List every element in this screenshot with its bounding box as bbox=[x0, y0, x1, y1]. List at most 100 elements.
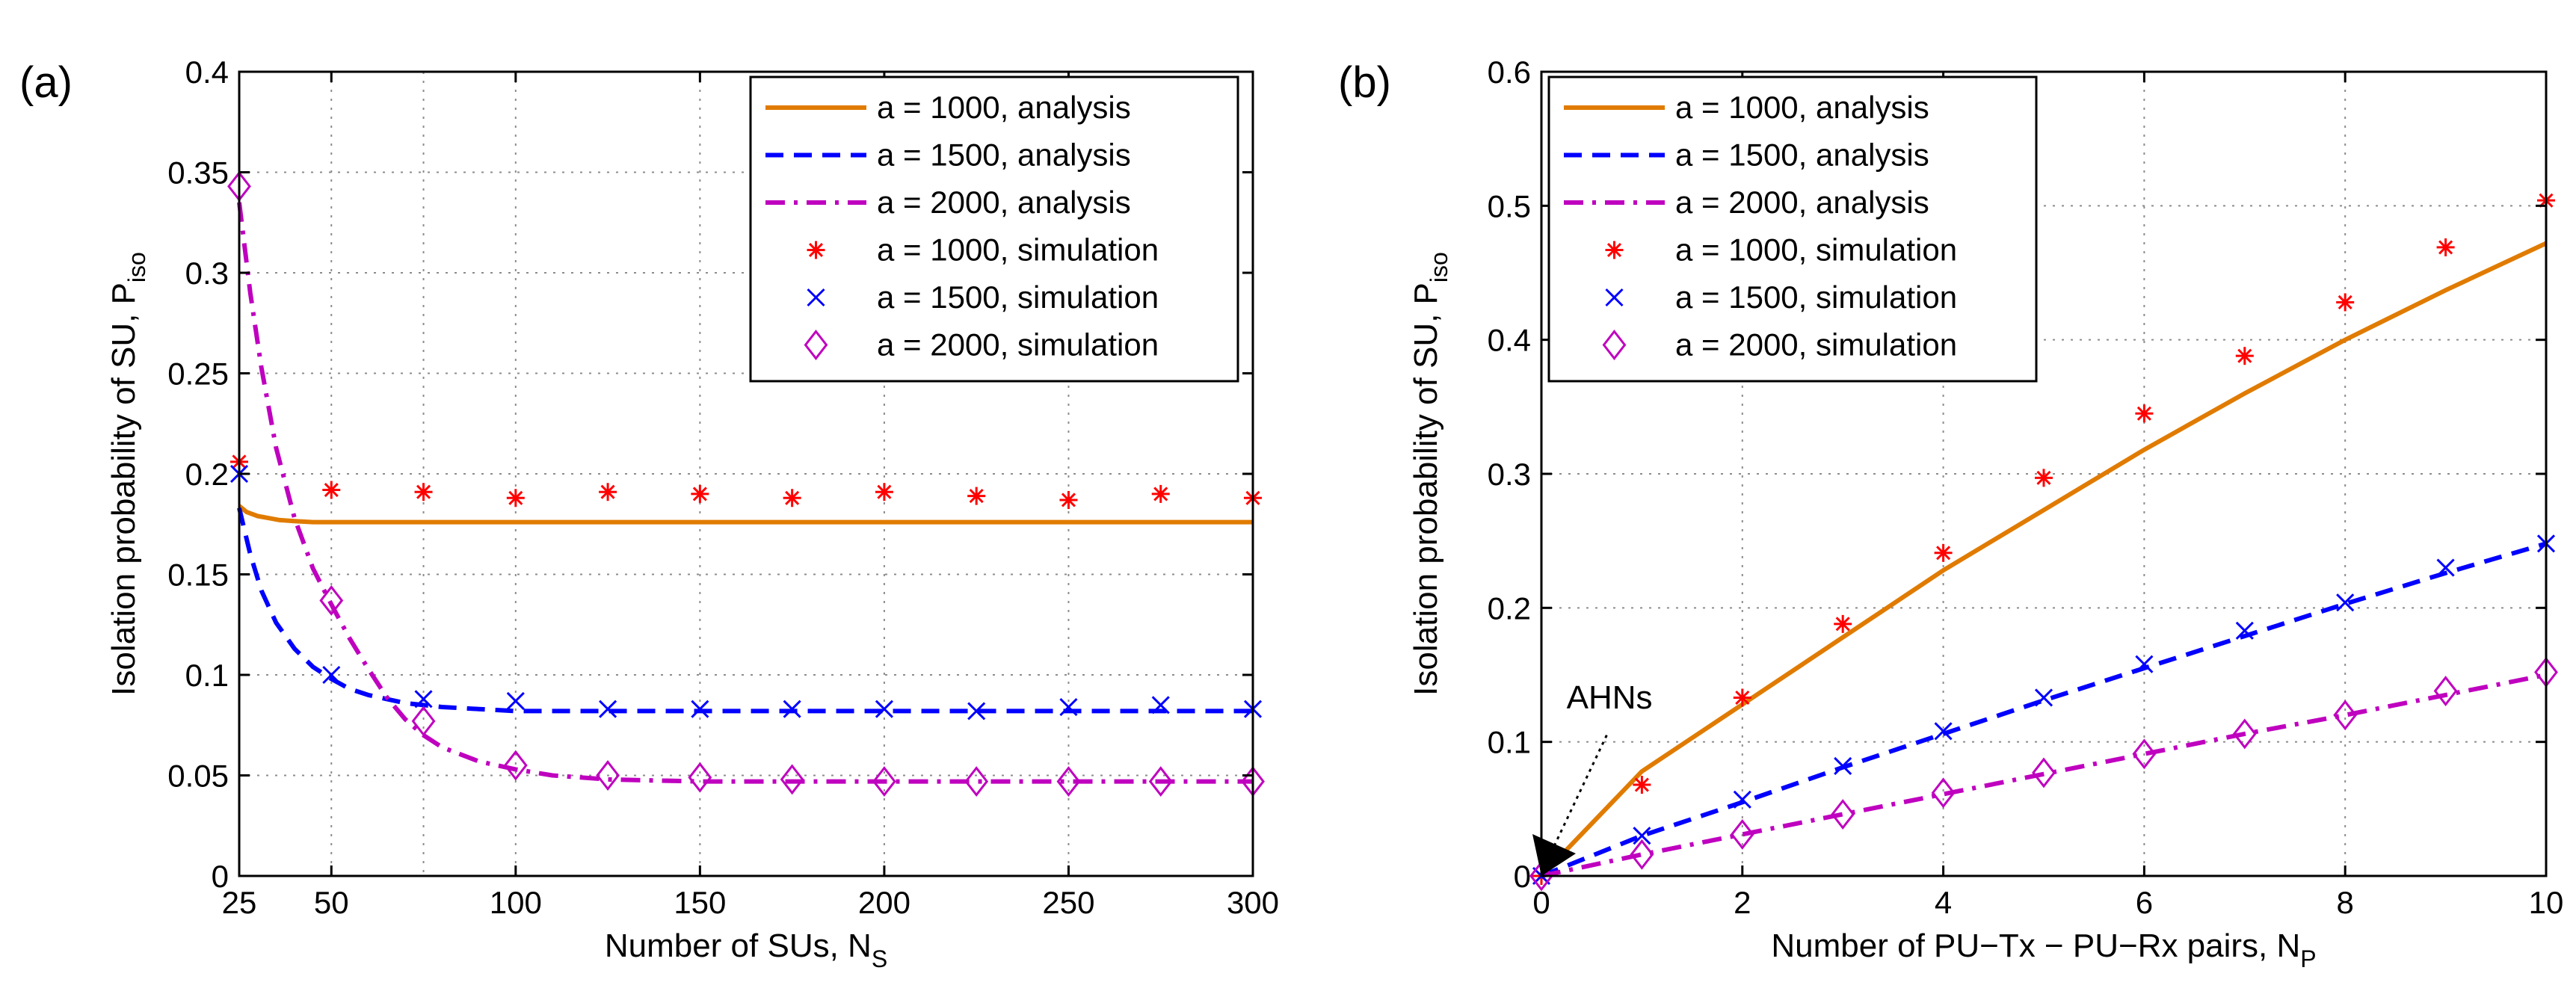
data-point-sim1000-stroke bbox=[1634, 777, 1649, 792]
data-point-sim2000-shape bbox=[319, 585, 344, 616]
legend-entry: a = 1500, simulation bbox=[807, 280, 1159, 315]
data-point-sim2000-shape bbox=[780, 764, 804, 795]
data-point-sim1000 bbox=[2436, 238, 2455, 256]
data-point-sim1000-stroke bbox=[508, 490, 523, 505]
data-point-sim2000 bbox=[1148, 766, 1173, 797]
data-point-sim2000-shape bbox=[1148, 766, 1173, 797]
y-tick-label: 0.2 bbox=[185, 457, 229, 492]
legend-label: a = 1000, simulation bbox=[1675, 232, 1957, 268]
x-tick-label: 10 bbox=[2529, 885, 2564, 920]
x-axis-label: Number of PU−Tx − PU−Rx pairs, NP bbox=[1771, 928, 2316, 972]
y-tick-label: 0.3 bbox=[185, 256, 229, 291]
data-point-sim1500-stroke bbox=[1151, 696, 1170, 714]
data-point-sim1000 bbox=[2235, 347, 2254, 365]
data-point-sim1000 bbox=[783, 489, 801, 507]
data-point-sim1500-stroke bbox=[2235, 621, 2254, 640]
data-point-sim2000-shape bbox=[1529, 860, 1553, 892]
data-point-sim1000 bbox=[2135, 404, 2154, 423]
data-point-sim2000-shape bbox=[688, 762, 712, 793]
data-point-sim1000 bbox=[691, 484, 709, 503]
series-markers-sim1500 bbox=[229, 464, 1263, 720]
y-tick-label: 0 bbox=[1514, 859, 1531, 894]
data-point-sim1000-stroke bbox=[600, 484, 615, 499]
data-point-sim1500 bbox=[783, 700, 801, 718]
legend-entry: a = 2000, analysis bbox=[1564, 185, 1929, 220]
data-point-sim1000 bbox=[2035, 469, 2053, 487]
legend-label: a = 1500, simulation bbox=[1675, 280, 1957, 315]
data-point-sim2000-shape bbox=[411, 706, 436, 737]
data-point-sim1000-stroke bbox=[877, 484, 892, 499]
data-point-sim1500-stroke bbox=[2135, 655, 2154, 673]
x-tick-label: 200 bbox=[858, 885, 910, 920]
legend-box bbox=[749, 75, 1239, 383]
y-tick-label: 0.5 bbox=[1488, 188, 1531, 223]
series-line-a1000 bbox=[1539, 241, 2548, 878]
data-point-sim1000-stroke bbox=[2036, 470, 2051, 485]
x-tick-label: 0 bbox=[1532, 885, 1550, 920]
data-point-sim1500 bbox=[691, 700, 709, 718]
series-line-a1500 bbox=[1540, 541, 2547, 878]
data-point-sim1500-stroke bbox=[1059, 697, 1078, 717]
legend-label: a = 1000, simulation bbox=[877, 232, 1159, 268]
data-point-sim1500 bbox=[322, 665, 341, 685]
data-point-sim1500 bbox=[2034, 688, 2053, 707]
data-point-sim1500-stroke bbox=[783, 700, 801, 718]
legend-swatch-sim1000 bbox=[1605, 241, 1624, 259]
data-point-sim2000-shape bbox=[872, 766, 896, 797]
data-point-sim1500-stroke bbox=[1633, 827, 1651, 845]
data-point-sim1500-stroke bbox=[691, 700, 709, 718]
data-point-sim1500 bbox=[506, 691, 525, 711]
series-line-a2000 bbox=[237, 202, 1253, 784]
y-tick-label: 0.1 bbox=[1488, 725, 1531, 760]
data-point-sim1500 bbox=[967, 702, 986, 720]
legend-entry: a = 2000, analysis bbox=[765, 185, 1131, 220]
legend-label: a = 2000, simulation bbox=[877, 327, 1159, 362]
x-tick-label: 250 bbox=[1042, 885, 1094, 920]
data-point-sim2000 bbox=[780, 764, 804, 795]
series-markers-sim1000 bbox=[230, 452, 1262, 509]
data-point-sim2000 bbox=[2333, 700, 2358, 731]
legend-swatch-sim2000-shape bbox=[804, 330, 828, 360]
annotation-arrow-line bbox=[1553, 735, 1608, 845]
data-point-sim1500 bbox=[2436, 558, 2455, 577]
legend-label: a = 1000, analysis bbox=[877, 90, 1131, 125]
legend-swatch-sim1500 bbox=[1605, 288, 1624, 307]
x-tick-label: 300 bbox=[1227, 885, 1279, 920]
data-point-sim1000 bbox=[599, 483, 617, 501]
data-point-sim2000-shape bbox=[2232, 718, 2257, 750]
legend-label: a = 1500, simulation bbox=[877, 280, 1159, 315]
legend-swatch-sim1000-stroke bbox=[808, 242, 824, 258]
data-point-sim2000 bbox=[1529, 860, 1553, 892]
data-point-sim1500 bbox=[599, 700, 617, 718]
y-tick-label: 0.35 bbox=[167, 155, 229, 191]
data-point-sim1500 bbox=[1633, 827, 1651, 845]
legend-box bbox=[1547, 75, 2038, 383]
legend-entry: a = 1000, simulation bbox=[807, 232, 1159, 268]
data-point-sim2000 bbox=[872, 766, 896, 797]
series-line-a1000 bbox=[238, 504, 1253, 525]
data-point-sim1000 bbox=[1633, 776, 1651, 794]
x-axis-label: Number of SUs, NS bbox=[605, 928, 887, 972]
legend-entry: a = 1000, analysis bbox=[1564, 90, 1929, 125]
data-point-sim2000 bbox=[596, 760, 620, 791]
data-point-sim2000 bbox=[2232, 718, 2257, 750]
x-tick-label: 4 bbox=[1935, 885, 1952, 920]
legend-entry: a = 1500, analysis bbox=[1564, 138, 1929, 173]
data-point-sim2000-shape bbox=[1730, 818, 1754, 850]
data-point-sim1000-stroke bbox=[2438, 240, 2453, 255]
legend-entry: a = 1000, simulation bbox=[1605, 232, 1957, 268]
x-tick-label: 50 bbox=[314, 885, 349, 920]
data-point-sim2000-shape bbox=[2032, 757, 2056, 788]
data-point-sim1500 bbox=[875, 700, 893, 718]
data-point-sim1000-stroke bbox=[2136, 406, 2151, 421]
y-tick-label: 0.6 bbox=[1488, 55, 1531, 90]
y-tick-label: 0.05 bbox=[167, 759, 229, 794]
data-point-sim1000 bbox=[875, 483, 893, 501]
legend-swatch-sim2000-shape bbox=[1602, 330, 1627, 360]
data-point-sim1000-stroke bbox=[785, 490, 800, 505]
data-point-sim1500-stroke bbox=[2436, 558, 2455, 577]
data-point-sim2000-shape bbox=[2333, 700, 2358, 731]
data-point-sim1000-stroke bbox=[969, 489, 984, 504]
legend-label: a = 1500, analysis bbox=[1675, 138, 1929, 173]
x-tick-label: 100 bbox=[490, 885, 542, 920]
